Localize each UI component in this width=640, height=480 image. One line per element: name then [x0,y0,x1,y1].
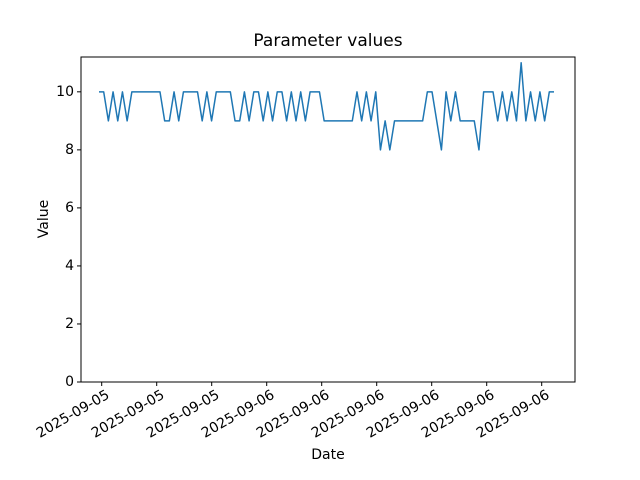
axes-spines [80,56,576,383]
y-tick-label: 8 [65,141,74,158]
axis-ticks [77,91,543,386]
y-tick-label: 0 [65,374,74,390]
data-series-line [99,62,554,151]
x-axis-label: Date [311,447,345,463]
y-tick-label: 4 [65,257,74,274]
y-tick-label: 6 [65,199,74,216]
chart-title: Parameter values [253,31,403,51]
y-axis-label: Value [36,199,52,239]
y-tick-label: 10 [56,83,74,100]
y-tick-label: 2 [65,315,74,332]
